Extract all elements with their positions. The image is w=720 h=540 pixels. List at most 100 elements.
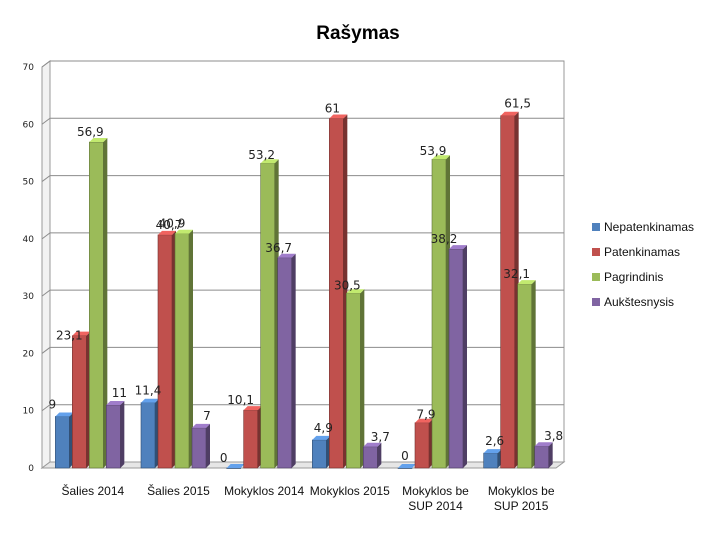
- legend-swatch: [592, 273, 600, 281]
- data-label: 4,9: [314, 421, 333, 435]
- legend-item: Aukštesnysis: [592, 295, 674, 309]
- bar-side: [548, 442, 553, 468]
- x-tick-label: Šalies 2014: [61, 483, 124, 498]
- legend-swatch: [592, 248, 600, 256]
- gridline: [41, 404, 564, 412]
- bar-top: [363, 442, 382, 447]
- y-tick-label: 70: [23, 63, 35, 73]
- bar: [363, 442, 382, 469]
- bar-top: [226, 464, 245, 468]
- legend-label: Nepatenkinamas: [604, 220, 694, 234]
- bar-side: [103, 138, 108, 468]
- y-tick-label: 10: [23, 407, 35, 417]
- bar-top: [260, 159, 279, 164]
- bar: [157, 230, 176, 469]
- bar-front: [55, 416, 70, 469]
- bar: [174, 229, 193, 469]
- bar: [312, 435, 331, 469]
- data-label: 3,7: [371, 430, 390, 444]
- plot-back-wall: [49, 60, 565, 463]
- data-label: 7: [203, 409, 211, 423]
- bar-front: [312, 439, 327, 469]
- y-tick-label: 50: [23, 178, 35, 188]
- bar: [346, 289, 365, 469]
- bar-side: [377, 442, 382, 468]
- bar-side: [189, 229, 193, 468]
- bar: [414, 418, 433, 469]
- bar-side: [531, 280, 536, 468]
- bar-top: [500, 111, 519, 116]
- bar-top: [89, 138, 108, 143]
- bar-top: [72, 331, 91, 336]
- legend-label: Pagrindinis: [604, 270, 663, 284]
- bar-front: [397, 467, 413, 469]
- data-label: 61,5: [504, 97, 531, 111]
- bar: [243, 406, 262, 469]
- chart-title: Rašymas: [316, 23, 399, 44]
- bar-top: [243, 406, 262, 411]
- data-label: 30,5: [334, 278, 361, 292]
- data-label: 40,7: [156, 218, 183, 232]
- bar: [72, 331, 91, 469]
- bar-top: [432, 155, 450, 160]
- gridline: [41, 289, 564, 297]
- bar: [483, 449, 502, 469]
- data-label: 7,9: [416, 408, 435, 422]
- bar-top: [192, 423, 210, 428]
- bar-front: [260, 162, 275, 469]
- bar-top: [398, 464, 416, 468]
- data-label: 38,2: [431, 232, 458, 246]
- gridline: [41, 117, 564, 125]
- legend-swatch: [592, 223, 600, 231]
- bar-top: [534, 442, 553, 447]
- bar-side: [291, 253, 296, 468]
- x-tick-label: Mokyklos 2014: [224, 484, 304, 498]
- bar-top: [158, 230, 176, 235]
- legend-label: Aukštesnysis: [604, 295, 674, 309]
- bar-top: [106, 400, 125, 405]
- label-layer: 9 23,1 56,9 11 11,4 40,740,9 7 0 10,1 53,2 36,7 4,9…: [49, 97, 564, 465]
- bar-side: [360, 289, 365, 468]
- data-label: 9: [49, 397, 57, 411]
- x-tick-label: Mokyklos 2015: [310, 484, 390, 498]
- bar-top: [55, 412, 74, 417]
- bar-front: [448, 248, 464, 469]
- legend-item: Nepatenkinamas: [592, 220, 694, 234]
- bar-layer: [55, 111, 553, 469]
- bar-front: [414, 422, 430, 469]
- data-label: 10,1: [227, 393, 254, 407]
- data-label: 11: [112, 386, 127, 400]
- data-label: 40,9: [159, 217, 186, 231]
- bar-front: [363, 446, 378, 469]
- data-label: 3,8: [544, 429, 563, 443]
- data-label: 61: [325, 102, 340, 116]
- bar-side: [120, 400, 125, 468]
- y-tick-label: 40: [23, 235, 35, 245]
- bar-front: [483, 452, 498, 469]
- legend-swatch: [592, 298, 600, 306]
- data-label: 0: [220, 451, 228, 465]
- bar: [260, 159, 279, 469]
- x-tick-label: Mokyklos be SUP 2015: [488, 484, 555, 513]
- bar-side: [463, 245, 467, 468]
- bar-front: [517, 283, 532, 469]
- bar-top: [346, 289, 365, 294]
- x-tick-label: Šalies 2015: [147, 483, 210, 498]
- data-label: 2,6: [485, 434, 504, 448]
- data-label: 32,1: [503, 267, 530, 281]
- data-label: 53,9: [420, 144, 447, 158]
- bar-front: [243, 409, 258, 469]
- bar-front: [191, 427, 207, 469]
- y-tick-label: 60: [23, 120, 35, 130]
- bar: [226, 464, 245, 469]
- bar-front: [329, 118, 344, 469]
- legend-item: Pagrindinis: [592, 270, 663, 284]
- bar-front: [140, 402, 156, 469]
- bar-top: [415, 418, 433, 423]
- bar: [106, 400, 125, 469]
- gridline: [41, 346, 564, 354]
- bar-top: [141, 398, 159, 403]
- bar-front: [157, 234, 173, 469]
- bar-top: [449, 245, 467, 250]
- bar-top: [175, 229, 193, 234]
